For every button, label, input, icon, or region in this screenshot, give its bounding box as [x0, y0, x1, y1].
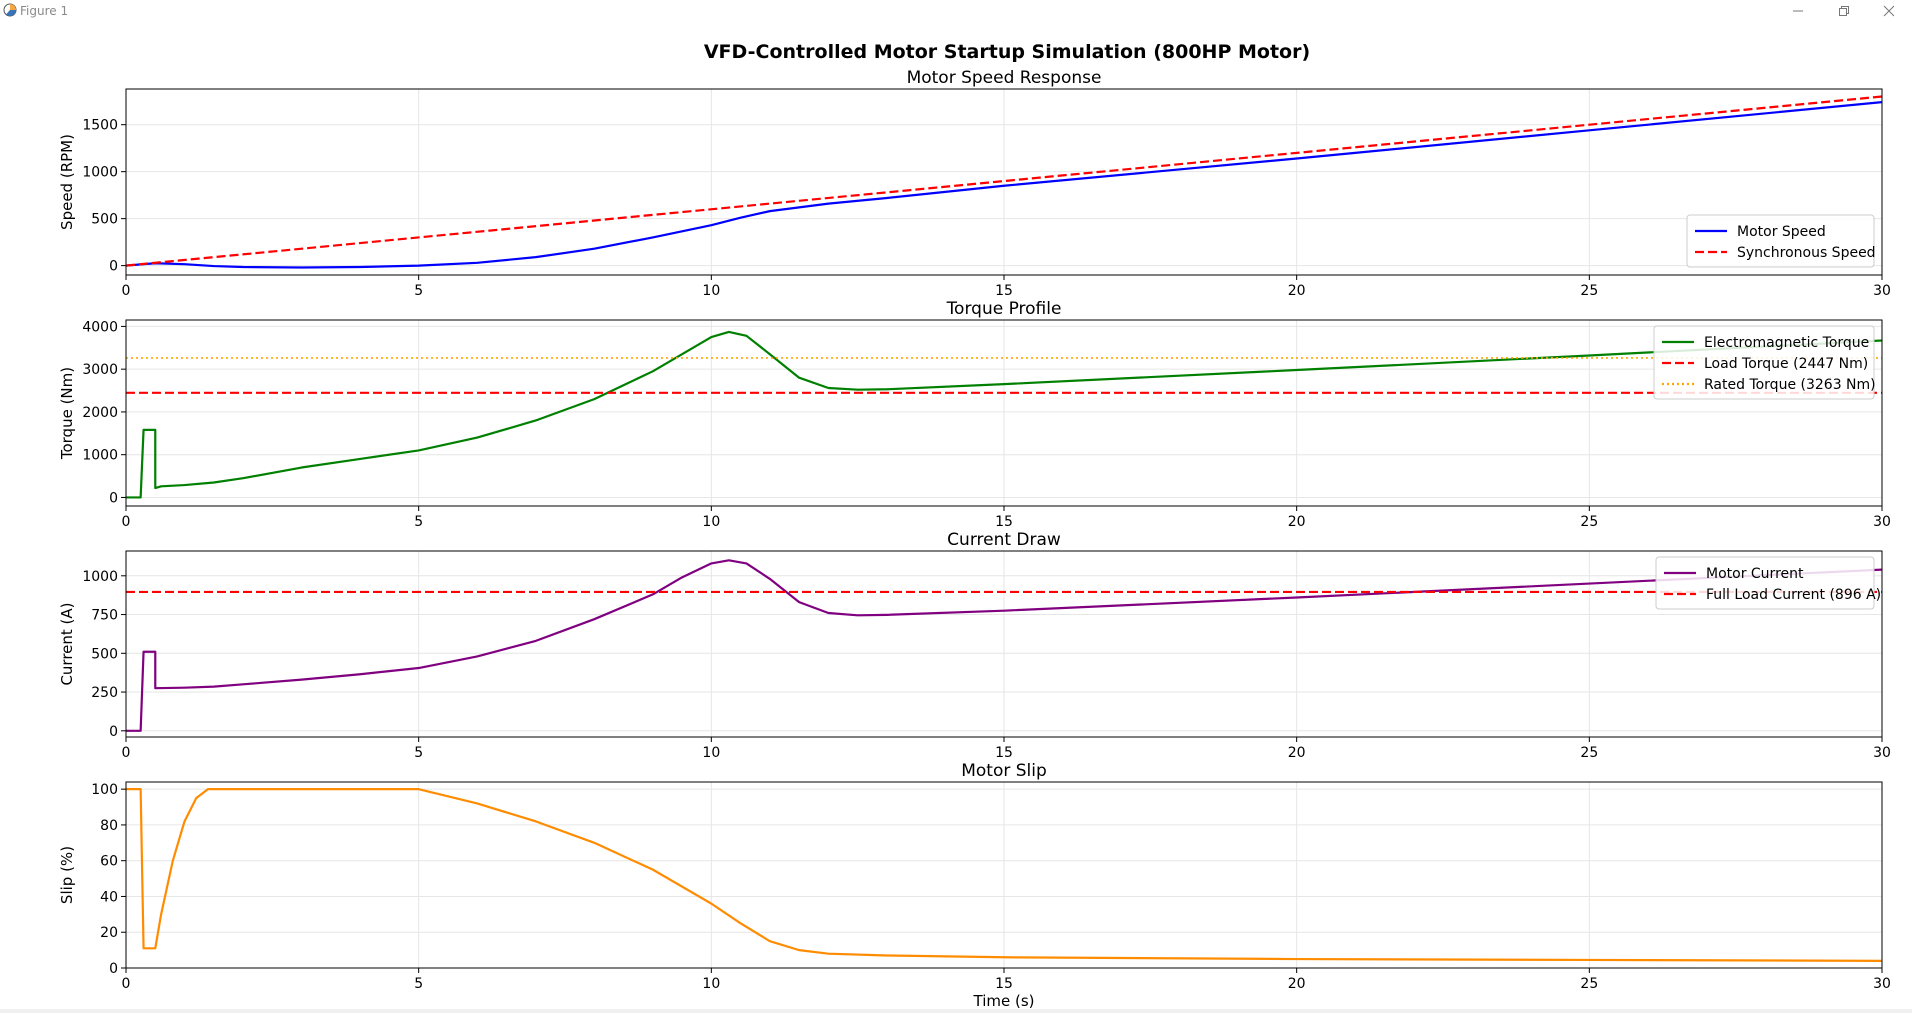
matplotlib-figure-icon [3, 3, 17, 17]
x-tick-label: 10 [702, 745, 720, 761]
x-tick-label: 5 [414, 514, 423, 530]
legend-entry: Electromagnetic Torque [1704, 335, 1869, 351]
subplot-4: Motor Slip 0 5 10 15 20 25 30 0 20 40 60 80 100 Slip (… [58, 761, 1891, 1009]
legend: Motor Speed Synchronous Speed [1686, 214, 1876, 268]
series-group [126, 95, 1882, 269]
close-button[interactable] [1866, 0, 1912, 22]
x-tick-label: 20 [1288, 976, 1306, 992]
x-tick-label: 20 [1288, 514, 1306, 530]
x-tick-label: 10 [702, 283, 720, 299]
legend-entry: Full Load Current (896 A) [1706, 587, 1881, 603]
x-tick-label: 30 [1873, 283, 1891, 299]
x-tick-label: 25 [1580, 514, 1598, 530]
x-tick-label: 5 [414, 283, 423, 299]
x-tick-label: 0 [122, 283, 131, 299]
x-tick-label: 15 [995, 514, 1013, 530]
series-line-motor-current [126, 559, 1882, 732]
y-axis-label: Slip (%) [58, 846, 76, 904]
x-tick-label: 10 [702, 976, 720, 992]
figure-canvas: VFD-Controlled Motor Startup Simulation … [58, 41, 1891, 1009]
y-tick-label: 0 [109, 961, 118, 977]
x-tick-label: 15 [995, 976, 1013, 992]
y-tick-label: 20 [100, 925, 118, 941]
legend-frame [1653, 325, 1875, 400]
x-tick-label: 20 [1288, 745, 1306, 761]
legend-entry: Load Torque (2447 Nm) [1704, 356, 1868, 372]
minimize-button[interactable] [1775, 0, 1821, 22]
x-tick-label: 0 [122, 745, 131, 761]
close-icon [1883, 5, 1895, 17]
y-tick-label: 750 [91, 608, 118, 624]
subplot-3: Current Draw 0 5 10 15 20 25 30 0 250 500 750 1000 Cu… [58, 530, 1891, 761]
legend-entry: Synchronous Speed [1737, 245, 1876, 261]
series-group [126, 330, 1882, 499]
x-axis-label: Time (s) [973, 992, 1035, 1009]
y-tick-label: 1000 [82, 448, 118, 464]
x-tick-label: 0 [122, 514, 131, 530]
subplot-2: Torque Profile 0 5 10 15 20 25 30 0 1000 2000 3000 4… [58, 299, 1891, 530]
x-tick-label: 20 [1288, 283, 1306, 299]
subplot-title: Motor Speed Response [907, 68, 1102, 88]
x-tick-label: 25 [1580, 283, 1598, 299]
y-tick-label: 0 [109, 490, 118, 506]
y-tick-label: 40 [100, 889, 118, 905]
legend-entry: Motor Speed [1737, 224, 1826, 240]
x-tick-label: 15 [995, 283, 1013, 299]
x-tick-label: 0 [122, 976, 131, 992]
y-axis-label: Torque (Nm) [58, 367, 76, 460]
subplot-title: Torque Profile [946, 299, 1062, 319]
window-title: Figure 1 [20, 4, 69, 18]
y-tick-label: 100 [91, 782, 118, 798]
y-axis-label: Speed (RPM) [58, 134, 76, 230]
y-tick-label: 3000 [82, 362, 118, 378]
series-line-motor-speed [126, 101, 1882, 269]
legend-frame [1686, 214, 1875, 268]
legend: Electromagnetic Torque Load Torque (2447 … [1653, 325, 1876, 400]
legend-entry: Rated Torque (3263 Nm) [1704, 377, 1876, 393]
x-tick-label: 30 [1873, 745, 1891, 761]
x-tick-label: 30 [1873, 514, 1891, 530]
y-tick-label: 1500 [82, 118, 118, 134]
y-tick-label: 4000 [82, 319, 118, 335]
series-line-synchronous-speed [126, 95, 1882, 267]
legend: Motor Current Full Load Current (896 A) [1655, 556, 1881, 610]
maximize-icon [1839, 6, 1849, 16]
minimize-icon [1793, 10, 1803, 12]
y-tick-label: 2000 [82, 405, 118, 421]
y-tick-label: 0 [109, 259, 118, 275]
subplot-1: Motor Speed Response 0 5 10 15 20 25 30 0 500 1000… [58, 68, 1891, 299]
x-tick-label: 30 [1873, 976, 1891, 992]
x-tick-label: 5 [414, 976, 423, 992]
y-axis-label: Current (A) [58, 602, 76, 685]
window-titlebar: Figure 1 [0, 0, 1912, 22]
status-bar [0, 1009, 1912, 1013]
x-tick-label: 5 [414, 745, 423, 761]
y-tick-label: 250 [91, 685, 118, 701]
series-line-electromagnetic-torque [126, 330, 1882, 499]
x-tick-label: 15 [995, 745, 1013, 761]
y-tick-label: 0 [109, 724, 118, 740]
maximize-button[interactable] [1821, 0, 1867, 22]
legend-frame [1655, 556, 1875, 610]
legend-entry: Motor Current [1706, 566, 1804, 582]
y-tick-label: 500 [91, 212, 118, 228]
x-tick-label: 25 [1580, 976, 1598, 992]
series-group [126, 559, 1882, 732]
figure-suptitle: VFD-Controlled Motor Startup Simulation … [704, 41, 1310, 63]
y-tick-label: 60 [100, 854, 118, 870]
series-line-slip [126, 788, 1882, 962]
series-group [126, 788, 1882, 962]
subplot-title: Motor Slip [961, 761, 1047, 781]
y-tick-label: 1000 [82, 165, 118, 181]
x-tick-label: 25 [1580, 745, 1598, 761]
x-tick-label: 10 [702, 514, 720, 530]
y-tick-label: 500 [91, 646, 118, 662]
y-tick-label: 1000 [82, 569, 118, 585]
subplot-title: Current Draw [947, 530, 1061, 550]
y-tick-label: 80 [100, 818, 118, 834]
